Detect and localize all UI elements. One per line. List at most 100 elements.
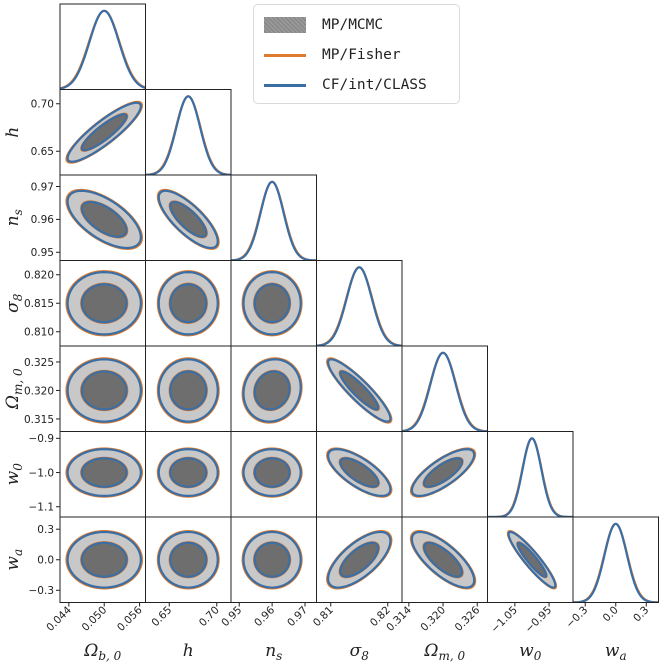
x-tick-label: −0.95 (523, 604, 554, 635)
mcmc-68-contour (170, 458, 207, 487)
posterior-mcmc-wa (573, 523, 659, 603)
mcmc-68-contour (254, 284, 290, 323)
x-axis-label-omega_m-main: Ω (423, 641, 438, 661)
panel-frame (230, 174, 317, 261)
panel-content (506, 530, 558, 590)
panel-omega_m-omega_m (401, 345, 488, 432)
panel-wa-sigma_8: 0.81 0.82 (311, 516, 403, 629)
mcmc-68-contour (340, 458, 379, 487)
class-68-contour (169, 283, 208, 324)
legend-line-class (264, 83, 306, 87)
mcmc-68-contour (170, 542, 207, 577)
panel-omega_m-h (145, 345, 232, 432)
legend: MP/MCMC MP/Fisher CF/int/CLASS (253, 4, 460, 104)
y-axis-label-h: h (3, 127, 23, 138)
x-tick-label: 0.044 (44, 604, 74, 634)
panel-frame (401, 345, 488, 432)
x-axis-label-w0-main: w (519, 641, 534, 661)
class-68-contour (80, 541, 128, 578)
panel-content (65, 447, 144, 498)
panel-content (241, 357, 303, 424)
x-axis-label-sigma_8-main: σ (350, 641, 362, 661)
panel-n_s-omega_b: 0.95 0.96 0.97 (31, 174, 146, 261)
panel-frame (145, 89, 232, 176)
x-tick-label: 0.320 (418, 604, 448, 634)
x-axis-label-h-main: h (183, 641, 194, 661)
panel-content (326, 447, 393, 498)
panel-wa-wa: −0.3 0.0 0.3 (564, 516, 659, 631)
x-tick-label: 0.65 (149, 604, 174, 629)
x-axis-label-omega_b-sub: b, 0 (98, 649, 121, 663)
panel-content (156, 188, 220, 250)
x-axis-label-omega_m-sub: m, 0 (438, 649, 465, 663)
class-68-contour (169, 200, 208, 238)
x-tick-label: 0.050 (80, 604, 110, 634)
panel-w0-n_s (230, 431, 317, 518)
class-68-contour (80, 200, 128, 238)
mcmc-68-contour (424, 458, 463, 487)
x-tick-label: 0.96 (252, 604, 277, 629)
panel-wa-w0: −1.05 −0.95 (487, 516, 574, 635)
x-tick-label: 0.70 (197, 604, 222, 629)
class-95-contour (410, 530, 476, 589)
y-tick-label: 0.3 (37, 524, 54, 536)
panel-w0-omega_m (401, 431, 488, 518)
mcmc-68-contour (170, 201, 207, 237)
x-tick-label: −0.3 (564, 604, 591, 631)
x-tick-label: 0.95 (219, 604, 244, 629)
panel-omega_b-omega_b (59, 3, 146, 90)
posterior-class-omega_m (402, 351, 488, 432)
panel-omega_m-omega_b: 0.315 0.320 0.325 (24, 345, 146, 432)
panel-w0-sigma_8 (316, 431, 403, 518)
mcmc-68-contour (254, 458, 290, 487)
mcmc-68-contour (340, 371, 379, 410)
y-tick-label: 0.320 (24, 385, 54, 397)
panel-omega_m-sigma_8 (316, 345, 403, 432)
mcmc-68-contour (254, 542, 290, 577)
class-68-contour (422, 457, 464, 488)
class-68-contour (253, 541, 291, 578)
legend-entry-class: CF/int/CLASS (264, 74, 427, 96)
y-tick-label: 0.820 (24, 270, 54, 282)
y-tick-label: 0.815 (24, 298, 54, 310)
panel-n_s-n_s (230, 174, 317, 261)
y-tick-label: 0.95 (31, 247, 54, 259)
posterior-fisher-omega_m (402, 351, 488, 432)
class-68-contour (253, 457, 291, 488)
legend-swatch-mcmc (264, 17, 306, 33)
class-68-contour (339, 457, 380, 488)
posterior-class-h (145, 95, 231, 175)
posterior-class-sigma_8 (316, 266, 402, 346)
y-axis-label-w0: w0 (3, 463, 25, 486)
y-tick-label: 0.65 (31, 146, 54, 158)
class-68-contour (253, 370, 291, 411)
mcmc-68-contour (170, 371, 207, 410)
class-95-contour (507, 530, 557, 589)
y-axis-label-sigma_8-main: σ (3, 301, 23, 313)
x-tick-label: 0.81 (311, 604, 336, 629)
panel-content (326, 357, 393, 424)
posterior-mcmc-omega_m (402, 352, 488, 432)
panel-sigma_8-n_s (230, 260, 317, 347)
mcmc-68-contour (81, 542, 127, 577)
panel-content (65, 357, 144, 424)
panel-content (156, 270, 220, 337)
x-tick-label: 0.326 (453, 604, 483, 634)
class-95-contour (242, 530, 302, 589)
panel-content (60, 9, 146, 90)
panel-sigma_8-h (145, 260, 232, 347)
posterior-fisher-wa (573, 522, 659, 603)
panel-content (156, 357, 220, 424)
class-68-contour (169, 457, 208, 488)
y-axis-label-wa-main: w (3, 556, 23, 571)
x-tick-label: 0.97 (285, 604, 310, 629)
class-95-contour (242, 270, 302, 336)
y-axis-label-wa: wa (3, 549, 25, 571)
panel-wa-h: 0.65 0.70 (145, 516, 232, 629)
class-95-contour (242, 448, 302, 498)
y-axis-label-sigma_8: σ8 (3, 293, 25, 313)
x-axis-label-wa-main: w (605, 641, 620, 661)
class-95-contour (157, 530, 219, 589)
x-tick-label: −1.05 (489, 604, 520, 635)
class-68-contour (80, 283, 128, 324)
